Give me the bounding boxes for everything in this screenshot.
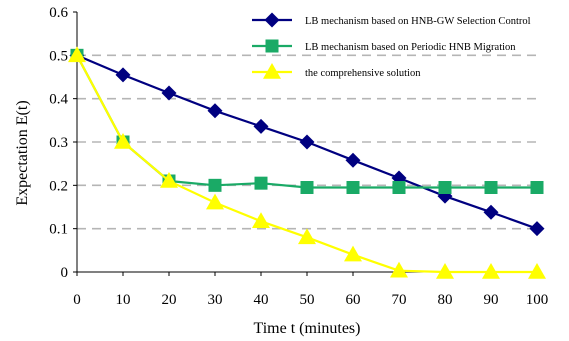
x-tick-label: 50 bbox=[300, 292, 315, 308]
data-point bbox=[161, 85, 177, 101]
data-point bbox=[436, 263, 454, 279]
legend-marker bbox=[264, 12, 280, 28]
data-point bbox=[300, 181, 314, 194]
data-point bbox=[530, 181, 544, 194]
data-point bbox=[115, 67, 131, 83]
legend-marker bbox=[263, 63, 281, 79]
data-point bbox=[344, 245, 362, 262]
y-tick-label: 0.1 bbox=[49, 222, 68, 238]
data-point bbox=[529, 221, 545, 237]
data-point bbox=[114, 133, 132, 149]
x-axis-title: Time t (minutes) bbox=[254, 320, 361, 337]
data-point bbox=[390, 261, 408, 278]
data-point bbox=[208, 178, 222, 192]
data-point bbox=[298, 228, 316, 245]
series-1 bbox=[69, 47, 545, 237]
x-tick-label: 20 bbox=[162, 292, 177, 308]
data-point bbox=[346, 181, 360, 194]
x-tick-label: 80 bbox=[438, 292, 453, 308]
data-point bbox=[483, 204, 499, 220]
x-tick-label: 100 bbox=[526, 292, 549, 308]
legend-label: LB mechanism based on Periodic HNB Migra… bbox=[305, 42, 516, 53]
data-point bbox=[299, 134, 315, 150]
data-point bbox=[254, 176, 268, 190]
data-point bbox=[253, 118, 269, 134]
legend: LB mechanism based on HNB-GW Selection C… bbox=[252, 12, 531, 79]
y-tick-label: 0.5 bbox=[49, 48, 68, 64]
data-point bbox=[438, 181, 452, 194]
y-tick-label: 0 bbox=[61, 265, 69, 281]
data-point bbox=[160, 172, 178, 188]
y-tick-label: 0.6 bbox=[49, 5, 68, 21]
data-point bbox=[345, 152, 361, 168]
x-tick-label: 70 bbox=[392, 292, 407, 308]
data-point bbox=[206, 193, 224, 210]
data-point bbox=[482, 263, 500, 279]
legend-label: the comprehensive solution bbox=[305, 68, 421, 79]
data-point bbox=[484, 181, 498, 194]
data-point bbox=[252, 212, 270, 229]
y-tick-label: 0.4 bbox=[49, 92, 68, 108]
data-point bbox=[392, 181, 406, 194]
x-tick-label: 0 bbox=[73, 292, 81, 308]
data-point bbox=[68, 46, 86, 63]
legend-item: LB mechanism based on Periodic HNB Migra… bbox=[252, 39, 516, 53]
y-tick-label: 0.2 bbox=[49, 178, 68, 194]
y-axis-title: Expectation E(t) bbox=[14, 100, 31, 205]
series-group bbox=[68, 46, 546, 279]
y-tick-label: 0.3 bbox=[49, 135, 68, 151]
data-point bbox=[528, 263, 546, 279]
legend-marker bbox=[265, 39, 279, 53]
legend-label: LB mechanism based on HNB-GW Selection C… bbox=[305, 16, 531, 27]
x-tick-label: 10 bbox=[116, 292, 131, 308]
series-3 bbox=[68, 46, 546, 279]
legend-item: the comprehensive solution bbox=[252, 63, 421, 79]
x-tick-label: 30 bbox=[208, 292, 223, 308]
x-tick-label: 40 bbox=[254, 292, 269, 308]
legend-item: LB mechanism based on HNB-GW Selection C… bbox=[252, 12, 531, 28]
data-point bbox=[207, 103, 223, 119]
x-tick-label: 90 bbox=[484, 292, 499, 308]
x-tick-label: 60 bbox=[346, 292, 361, 308]
